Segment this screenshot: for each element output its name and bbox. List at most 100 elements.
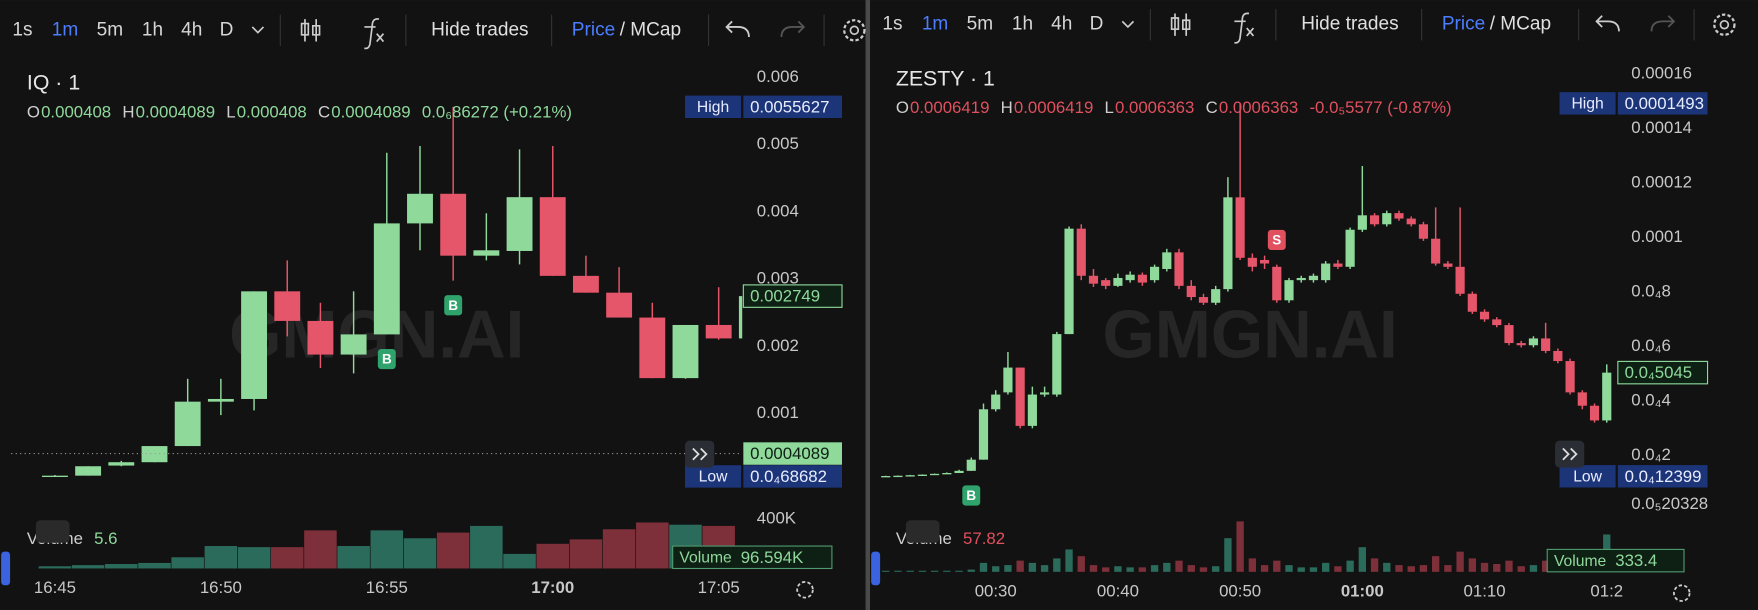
indicator-icon[interactable] (1234, 12, 1255, 44)
volume-bar (1224, 538, 1232, 572)
volume-bar (1297, 567, 1305, 572)
volume-bar (403, 538, 437, 569)
candle-body (1088, 275, 1099, 284)
volume-bar (1346, 560, 1354, 572)
candle-body (930, 473, 940, 476)
candle-body (1394, 213, 1404, 219)
candle-body (1272, 266, 1282, 301)
low-tag-name-box (1559, 465, 1616, 488)
candle-body (1162, 252, 1172, 269)
interval-button[interactable]: 1m (52, 19, 78, 40)
volume-bar (1541, 560, 1550, 572)
volume-bar (1456, 551, 1464, 572)
candle-body (75, 466, 102, 476)
y-tick-label: 0.001 (757, 403, 799, 422)
axis-settings-icon[interactable] (796, 581, 814, 599)
low-tag-name: Low (699, 469, 728, 486)
undo-icon[interactable] (1595, 15, 1620, 32)
x-tick-label: 00:30 (975, 581, 1017, 600)
mcap-toggle[interactable]: / MCap (1490, 14, 1551, 35)
interval-button[interactable]: 1m (922, 14, 948, 35)
indicator-icon[interactable] (364, 18, 385, 50)
low-tag-box (743, 465, 843, 488)
low-tag-value: 0.0₄68682 (750, 467, 827, 486)
candle-body (440, 193, 467, 256)
volume-tag-value: 333.4 (1615, 551, 1657, 570)
interval-button[interactable]: 1s (882, 14, 902, 35)
candle-body (1113, 277, 1123, 286)
candle-body (1015, 367, 1025, 426)
high-tag-box (743, 95, 843, 119)
mcap-toggle[interactable]: / MCap (620, 19, 681, 40)
plot-area: GMGN.AI (38, 106, 743, 569)
x-tick-label: 01:2 (1590, 581, 1623, 600)
interval-button[interactable]: 5m (97, 19, 123, 40)
interval-button[interactable]: D (220, 19, 234, 40)
y-tick-label: 0.00016 (1631, 64, 1692, 83)
settings-icon[interactable] (1713, 13, 1736, 36)
hide-trades-button[interactable]: Hide trades (1301, 14, 1398, 35)
legend-key: C (318, 103, 330, 122)
undo-icon[interactable] (725, 20, 750, 38)
candle-body (1602, 372, 1612, 421)
interval-button[interactable]: D (1090, 14, 1104, 35)
trade-marker (444, 295, 463, 316)
side-handle[interactable] (1, 551, 11, 586)
candle-body (1516, 343, 1526, 346)
volume-tag-box (1546, 548, 1685, 573)
volume-tag-name: Volume (679, 550, 732, 567)
settings-icon[interactable] (843, 19, 866, 42)
interval-button[interactable]: 4h (181, 19, 202, 40)
y-tick-label: 0.00014 (1631, 118, 1692, 137)
y-tick-label: 0.004 (757, 201, 799, 220)
dropdown-icon[interactable] (251, 26, 265, 34)
tv-logo (35, 520, 70, 543)
redo-icon[interactable] (780, 20, 806, 38)
candle-body (1040, 392, 1050, 395)
price-toggle[interactable]: Price (1442, 14, 1485, 35)
volume-bar (569, 539, 603, 569)
hide-trades-button[interactable]: Hide trades (431, 19, 528, 40)
scroll-right-icon (1562, 447, 1578, 461)
legend-value: 0.000408 (237, 103, 307, 122)
low-tag-value: 0.0₄12399 (1625, 467, 1702, 486)
candle-type-icon[interactable] (1170, 13, 1191, 36)
price-toggle[interactable]: Price (572, 19, 615, 40)
volume-bar (1004, 565, 1012, 572)
volume-bar (1260, 565, 1269, 572)
redo-icon[interactable] (1650, 15, 1676, 32)
candle-body (539, 197, 566, 276)
candle-body (506, 197, 533, 251)
volume-bar (1407, 566, 1415, 572)
chart-title: IQ · 1 (27, 71, 80, 95)
interval-button[interactable]: 1s (12, 19, 32, 40)
volume-bar (1126, 567, 1134, 572)
candle-body (1174, 252, 1184, 286)
side-handle[interactable] (871, 551, 881, 586)
candle-body (307, 320, 334, 355)
last-price-tag-value: 0.0₄5045 (1625, 363, 1693, 382)
volume-bar (992, 566, 1000, 572)
interval-button[interactable]: 1h (1012, 14, 1033, 35)
volume-bar (304, 530, 337, 569)
volume-bar (943, 570, 951, 572)
dropdown-icon[interactable] (1121, 20, 1135, 29)
candle-body (1528, 338, 1539, 346)
legend-key: H (1001, 98, 1013, 117)
volume-bar (1444, 565, 1452, 572)
interval-button[interactable]: 4h (1051, 14, 1072, 35)
volume-bar (237, 547, 271, 569)
candle-body (1369, 215, 1380, 225)
low-tag-name-box (685, 465, 742, 488)
y-tick-label: 0.0₄4 (1631, 391, 1671, 410)
candle-type-icon[interactable] (300, 19, 321, 42)
interval-button[interactable]: 5m (967, 14, 993, 35)
interval-button[interactable]: 1h (142, 19, 163, 40)
axis-settings-icon[interactable] (1673, 584, 1691, 602)
legend-value: 0.0006419 (1014, 98, 1093, 117)
candle-body (274, 291, 301, 321)
x-tick-label: 01:00 (1341, 581, 1384, 600)
trade-marker-label: B (966, 488, 976, 503)
candle-body (917, 474, 927, 476)
volume-bar (882, 570, 890, 572)
